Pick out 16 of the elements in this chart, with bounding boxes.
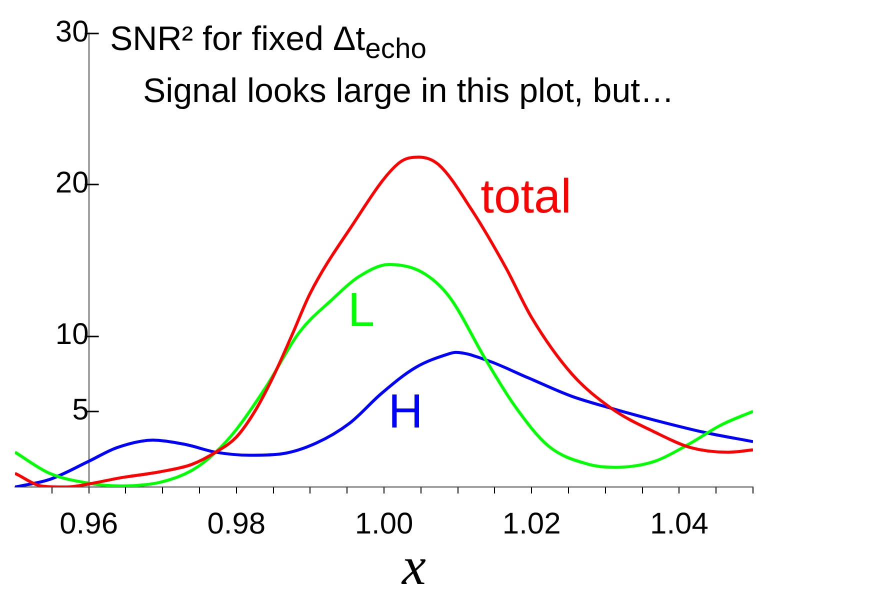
x-tick-label: 1.02 [502, 507, 561, 540]
line-series [15, 156, 753, 487]
y-tick-label: 20 [55, 166, 89, 200]
series-label: total [480, 170, 572, 224]
x-tick-label: 0.96 [60, 507, 118, 540]
y-tick-label: 30 [55, 15, 89, 48]
chart-title: SNR² for fixed Δt$_{echo}$ [110, 20, 427, 66]
line-series [15, 350, 753, 487]
text: Signal looks large in this plot, but… [143, 72, 674, 111]
y-tick-label: 10 [55, 318, 89, 351]
y-tick-label: 5 [72, 394, 89, 427]
x-tick-label: 0.98 [207, 507, 266, 540]
series-label: H [388, 386, 423, 439]
series-label: L [348, 284, 375, 337]
line-series [15, 263, 753, 487]
x-tick-label: 1.04 [650, 507, 708, 540]
